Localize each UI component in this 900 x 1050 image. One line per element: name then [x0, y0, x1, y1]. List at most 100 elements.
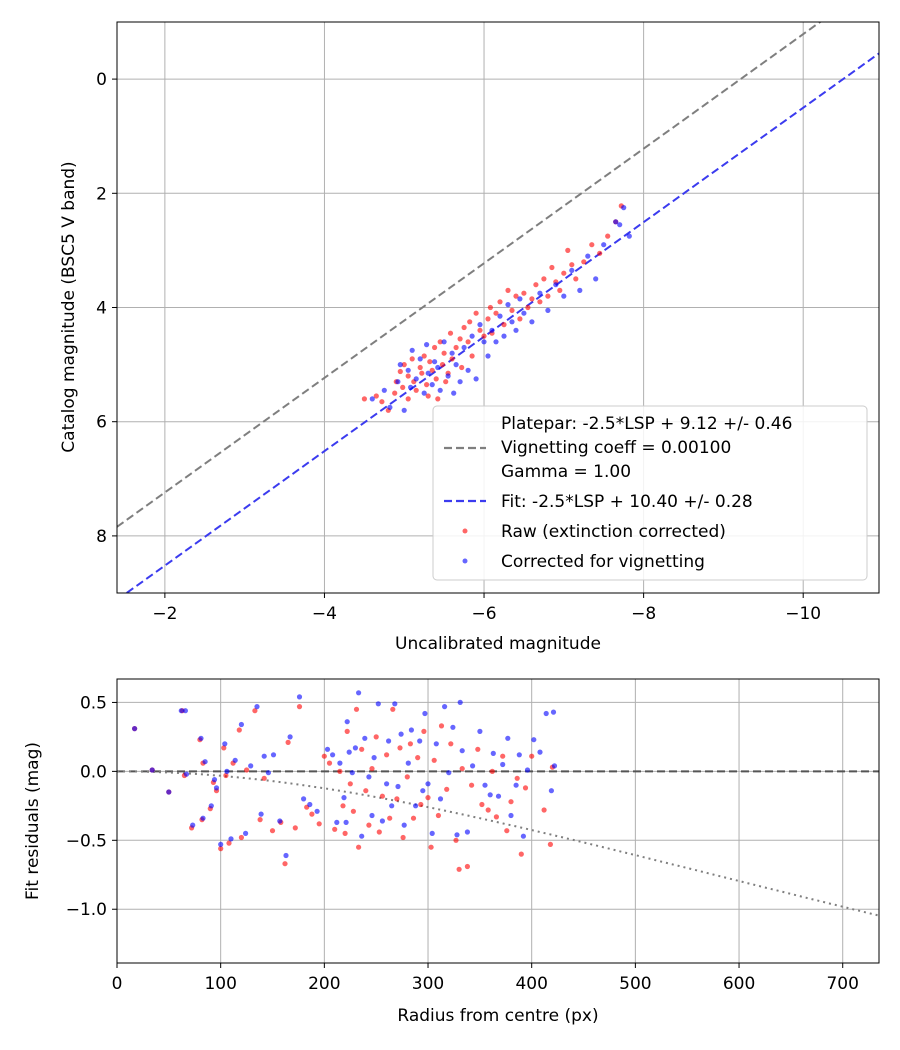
bottom-x-tick-label: 200: [308, 974, 340, 994]
bottom-raw-point: [221, 745, 227, 751]
top-corrected-point: [457, 379, 463, 385]
bottom-raw-point: [514, 775, 520, 781]
top-raw-point: [459, 364, 465, 371]
top-raw-point: [541, 276, 547, 282]
bottom-corrected-point: [490, 750, 496, 757]
top-reference-lines: [117, 22, 879, 593]
top-raw-point: [561, 270, 567, 276]
bottom-corrected-point: [283, 852, 289, 859]
bottom-corrected-point: [384, 781, 390, 787]
bottom-raw-point: [464, 863, 470, 870]
legend-raw-label: Raw (extinction corrected): [501, 522, 726, 542]
top-x-tick-label: −4: [312, 604, 337, 624]
top-corrected-point: [424, 342, 430, 348]
top-corrected-point: [481, 339, 487, 345]
bottom-raw-point: [410, 815, 417, 821]
bottom-corrected-point: [254, 704, 260, 710]
top-corrected-point: [387, 404, 393, 410]
top-y-tick-label: 4: [96, 299, 107, 319]
bottom-corrected-point: [516, 752, 522, 758]
top-corrected-point: [497, 313, 503, 319]
bottom-raw-point: [522, 785, 529, 791]
legend-box: [432, 405, 868, 581]
top-raw-point: [435, 396, 441, 402]
bottom-corrected-point: [482, 782, 488, 788]
bottom-raw-point: [236, 727, 242, 733]
top-corrected-point: [593, 276, 599, 282]
bottom-raw-point: [435, 812, 441, 819]
bottom-raw-point: [285, 739, 291, 746]
bottom-corrected-point: [258, 811, 264, 817]
top-corrected-point: [513, 327, 519, 333]
bottom-corrected-point: [166, 789, 172, 795]
top-raw-point: [453, 344, 459, 351]
bottom-panel: 0 100 200 300 400 500 600 700 0.5 0.0 −0.5 −1.0 Ra…: [23, 678, 880, 1026]
bottom-corrected-point: [543, 710, 549, 717]
bottom-raw-point: [350, 808, 356, 814]
top-corrected-point: [409, 347, 415, 353]
bottom-corrected-point: [330, 752, 336, 758]
legend-corrected-marker: [462, 558, 468, 564]
bottom-raw-point: [252, 708, 258, 714]
bottom-corrected-point: [341, 795, 347, 801]
top-corrected-point: [529, 319, 535, 325]
bottom-raw-point: [218, 846, 224, 852]
top-corrected-point: [453, 362, 459, 368]
bottom-x-tick-label: 300: [412, 974, 444, 994]
bottom-corrected-point: [470, 763, 476, 769]
bottom-raw-point: [407, 741, 413, 747]
top-raw-point: [379, 399, 385, 405]
top-corrected-point: [395, 379, 401, 385]
bottom-raw-point: [428, 844, 434, 850]
top-corrected-point: [405, 367, 411, 373]
bottom-corrected-point: [287, 734, 293, 740]
top-corrected-point: [537, 290, 543, 296]
bottom-corrected-point: [420, 788, 426, 794]
top-raw-point: [581, 259, 587, 265]
bottom-corrected-point: [550, 709, 557, 715]
bottom-corrected-point: [307, 801, 313, 808]
bottom-corrected-point: [457, 699, 463, 706]
bottom-corrected-point: [371, 755, 377, 761]
top-raw-point: [481, 333, 487, 339]
top-corrected-point: [369, 396, 375, 402]
bottom-raw-point: [500, 753, 506, 759]
top-raw-point: [525, 304, 531, 311]
bottom-corrected-point: [238, 721, 244, 728]
bottom-corrected-point: [395, 783, 401, 790]
bottom-raw-point: [479, 801, 485, 808]
bottom-raw-point: [269, 828, 276, 834]
bottom-corrected-point: [551, 763, 558, 769]
bottom-corrected-point: [334, 819, 340, 826]
bottom-corrected-point: [183, 771, 190, 777]
bottom-raw-point: [261, 775, 267, 781]
bottom-raw-point: [418, 801, 424, 808]
bottom-corrected-point: [270, 752, 277, 758]
top-y-tick-label: 6: [96, 413, 107, 433]
top-x-axis-label: Uncalibrated magnitude: [395, 634, 601, 654]
bottom-raw-point: [244, 767, 250, 773]
top-corrected-point: [493, 339, 499, 345]
bottom-corrected-point: [248, 763, 254, 769]
top-y-tick-label: 8: [96, 527, 107, 547]
top-raw-point: [473, 310, 479, 316]
top-corrected-point: [545, 307, 551, 313]
top-corrected-point: [489, 327, 495, 333]
top-raw-point: [449, 356, 455, 362]
bottom-raw-point: [425, 795, 431, 801]
bottom-raw-point: [342, 830, 348, 837]
bottom-raw-point: [359, 746, 365, 752]
top-raw-point: [487, 304, 493, 311]
bottom-corrected-point: [208, 803, 214, 809]
bottom-plot-frame: [116, 678, 880, 964]
top-raw-point: [605, 233, 611, 239]
top-raw-point: [437, 339, 443, 345]
top-corrected-point: [505, 302, 511, 308]
bottom-scatter-points: [132, 690, 558, 872]
top-corrected-point: [381, 387, 387, 393]
bottom-corrected-point: [505, 735, 511, 741]
bottom-corrected-point: [422, 710, 428, 717]
bottom-raw-point: [485, 807, 491, 813]
bottom-raw-point: [326, 760, 333, 766]
top-corrected-point: [421, 390, 427, 396]
